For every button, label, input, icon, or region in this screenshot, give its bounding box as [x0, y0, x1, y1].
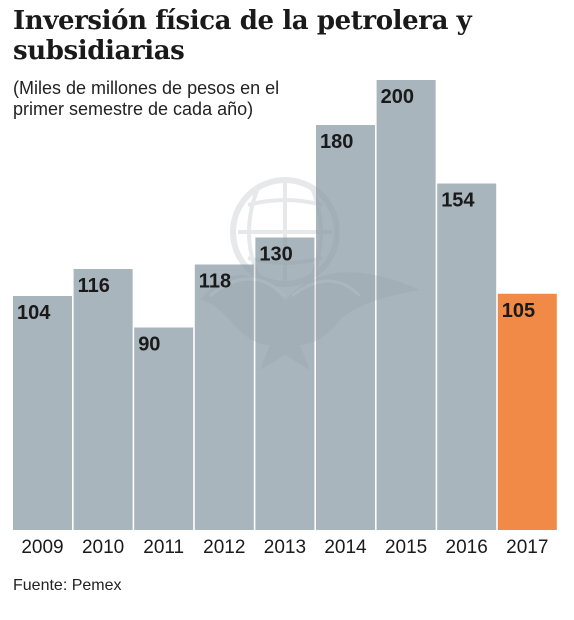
data-label-2012: 118: [199, 271, 231, 293]
data-label-2015: 200: [381, 86, 414, 108]
bar-2016: [437, 183, 497, 530]
data-label-2014: 180: [320, 131, 353, 153]
bars-layer: [13, 80, 557, 530]
tick-label-2016: 2016: [446, 537, 488, 558]
data-label-2013: 130: [259, 244, 292, 266]
data-label-2016: 154: [441, 190, 475, 212]
chart-title: Inversión física de la petrolera y subsi…: [13, 6, 472, 66]
bar-2009: [13, 296, 72, 530]
bar-2014: [316, 125, 375, 530]
x-axis-ticks: 2009 2010 2011 2012 2013 2014 2015 2016 2017: [21, 537, 548, 558]
tick-label-2014: 2014: [324, 537, 367, 558]
bar-2013: [255, 237, 315, 530]
tick-label-2010: 2010: [82, 537, 124, 558]
tick-label-2013: 2013: [264, 537, 306, 558]
labels-layer: 104 116 90 118 130 180 200 154 105: [17, 86, 535, 356]
tick-label-2009: 2009: [21, 537, 63, 558]
pemex-eagle-watermark: [200, 177, 420, 370]
bar-2011: [134, 327, 194, 530]
tick-label-2012: 2012: [203, 537, 245, 558]
tick-label-2011: 2011: [143, 537, 184, 558]
chart-subtitle: (Miles de millones de pesos en el primer…: [13, 78, 280, 119]
data-label-2011: 90: [138, 334, 160, 356]
bar-2017: [497, 293, 557, 530]
tick-label-2015: 2015: [385, 537, 427, 558]
bar-2015: [376, 80, 436, 530]
data-label-2017: 105: [502, 300, 535, 322]
bar-2012: [194, 264, 254, 530]
source-note: Fuente: Pemex: [13, 577, 122, 594]
bar-2010: [73, 269, 133, 530]
data-label-2009: 104: [17, 302, 51, 324]
tick-label-2017: 2017: [506, 537, 548, 558]
data-label-2010: 116: [78, 275, 110, 297]
